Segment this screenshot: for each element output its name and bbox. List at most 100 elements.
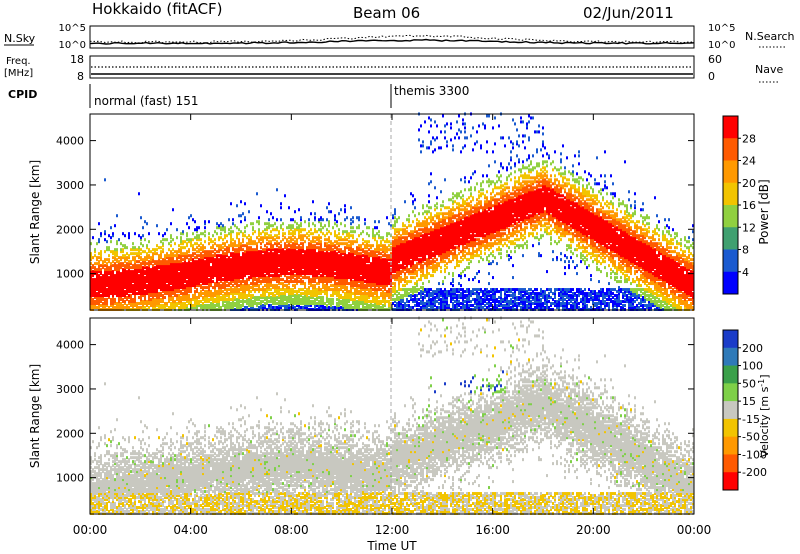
power-cell (380, 288, 382, 291)
power-cell (366, 292, 368, 295)
power-cell (278, 246, 280, 249)
power-cell (212, 240, 214, 243)
power-cell (408, 214, 410, 217)
power-cell (264, 232, 266, 235)
power-cell (234, 248, 236, 251)
power-cell (194, 242, 196, 245)
power-cell (300, 292, 302, 295)
power-cell (242, 248, 244, 251)
power-cell (104, 238, 106, 241)
power-cell (392, 214, 394, 217)
power-cell (352, 226, 354, 229)
power-cell (370, 244, 372, 247)
power-cell (362, 238, 364, 241)
power-cell (252, 232, 254, 235)
power-cell (184, 246, 186, 249)
power-cell (108, 266, 110, 269)
power-cell (226, 284, 228, 287)
power-cell (384, 240, 386, 243)
power-cell (328, 202, 330, 205)
power-cell (302, 242, 304, 245)
power-cell (300, 278, 302, 281)
power-cell (216, 222, 218, 225)
power-cell (370, 262, 372, 265)
power-cell (302, 306, 304, 309)
power-cell (240, 220, 242, 223)
power-cell (138, 234, 140, 237)
power-cell (368, 248, 370, 251)
power-cell (120, 248, 122, 251)
power-cell (104, 230, 106, 233)
power-cell (326, 218, 328, 221)
power-cell (312, 222, 314, 225)
power-cell (208, 220, 210, 223)
power-cell (226, 258, 228, 261)
power-cell (410, 288, 412, 291)
power-cell (100, 250, 102, 253)
power-cell (92, 264, 94, 267)
power-cell (150, 268, 152, 271)
power-cell (172, 252, 174, 255)
power-cell (240, 214, 242, 217)
power-cell (402, 222, 404, 225)
power-cell (300, 306, 302, 309)
power-cell (278, 274, 280, 277)
power-cell (190, 214, 192, 217)
power-cell (240, 242, 242, 245)
power-cell (208, 278, 210, 281)
power-cell (122, 248, 124, 251)
power-cell (224, 226, 226, 229)
power-cell (276, 226, 278, 229)
power-cell (244, 202, 246, 205)
power-cell (210, 238, 212, 241)
power-cell (164, 232, 166, 235)
power-cell (94, 248, 96, 251)
power-cell (94, 278, 96, 281)
power-cell (344, 292, 346, 295)
power-cell (226, 240, 228, 243)
power-cell (170, 240, 172, 243)
power-cell (104, 250, 106, 253)
power-cell (318, 234, 320, 237)
power-cell (314, 284, 316, 287)
power-cell (320, 222, 322, 225)
power-cell (214, 230, 216, 233)
power-cell (370, 300, 372, 303)
power-cell (314, 298, 316, 301)
power-cell (296, 290, 298, 293)
power-cell (412, 220, 414, 223)
power-cell (394, 220, 396, 223)
power-cell (294, 210, 296, 213)
power-cell (244, 280, 246, 283)
power-cell (296, 238, 298, 241)
power-cell (342, 230, 344, 233)
power-cell (146, 300, 148, 303)
power-cell (248, 238, 250, 241)
power-cell (284, 250, 286, 253)
power-cell (316, 302, 318, 305)
power-cell (198, 292, 200, 295)
nsky-panel-frame (90, 26, 694, 48)
power-cell (216, 250, 218, 253)
power-cell (334, 306, 336, 309)
power-cell (394, 274, 396, 277)
power-cell (408, 280, 410, 283)
power-cell (344, 208, 346, 211)
power-cell (252, 240, 254, 243)
power-cell (112, 232, 114, 235)
power-cell (286, 244, 288, 247)
power-cell (178, 244, 180, 247)
power-cell (304, 250, 306, 253)
power-cell (130, 266, 132, 269)
power-cell (160, 292, 162, 295)
power-cell (178, 294, 180, 297)
power-cell (322, 226, 324, 229)
power-cell (364, 218, 366, 221)
power-cell (230, 202, 232, 205)
power-cell (404, 200, 406, 203)
power-cell (398, 264, 400, 267)
power-cell (154, 266, 156, 269)
power-cell (262, 248, 264, 251)
power-cell (200, 238, 202, 241)
power-cell (136, 252, 138, 255)
